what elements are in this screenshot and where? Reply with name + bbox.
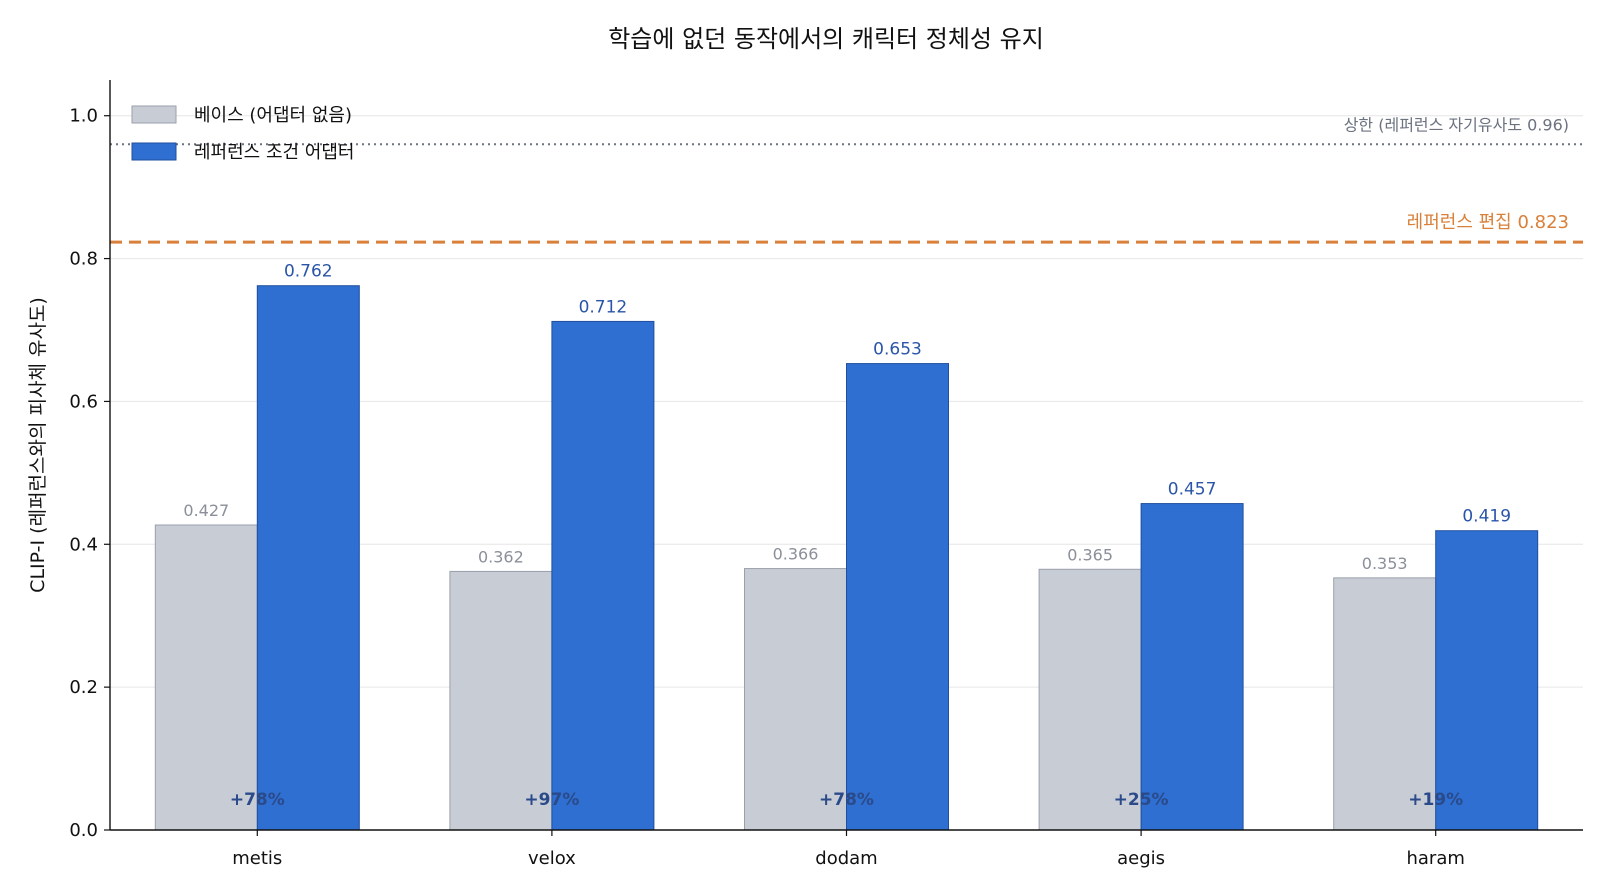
- legend: 베이스 (어댑터 없음) 레퍼런스 조건 어댑터: [131, 105, 354, 163]
- x-tick-label: velox: [528, 848, 576, 869]
- legend-label: 베이스 (어댑터 없음): [194, 105, 352, 126]
- value-label-base: 0.366: [773, 545, 819, 564]
- value-label-base: 0.353: [1362, 554, 1408, 573]
- bar-reference: [846, 363, 949, 831]
- axes: 0.0 0.2 0.4 0.6 0.8 1.0 metis velox dodam aegis ha…: [69, 80, 1583, 869]
- reference-line-label: 상한 (레퍼런스 자기유사도 0.96): [1344, 115, 1569, 134]
- reference-lines: 상한 (레퍼런스 자기유사도 0.96) 레퍼런스 편집 0.823: [110, 115, 1583, 244]
- y-tick-label: 0.8: [69, 249, 98, 270]
- value-label-base: 0.365: [1067, 545, 1113, 564]
- y-tick-label: 0.0: [69, 820, 98, 841]
- value-label-reference: 0.457: [1168, 480, 1217, 500]
- y-tick-label: 0.6: [69, 391, 98, 412]
- x-tick-label: dodam: [815, 848, 877, 869]
- bar-reference: [256, 285, 360, 831]
- value-label-base: 0.427: [183, 501, 229, 520]
- bar-reference: [1435, 530, 1539, 831]
- gain-label: +19%: [1408, 790, 1463, 810]
- bar-base: [154, 524, 258, 831]
- y-axis-label: CLIP-I (레퍼런스와의 피사체 유사도): [27, 297, 49, 593]
- bar-reference: [1140, 503, 1244, 831]
- bar-base: [449, 570, 553, 831]
- legend-label: 레퍼런스 조건 어댑터: [194, 142, 354, 163]
- reference-line-label: 레퍼런스 편집 0.823: [1407, 212, 1569, 233]
- x-tick-label: aegis: [1117, 848, 1165, 869]
- bar-reference: [551, 320, 655, 831]
- gain-label: +78%: [230, 790, 285, 810]
- legend-swatch: [131, 105, 177, 124]
- value-label-reference: 0.762: [284, 262, 333, 282]
- value-label-reference: 0.419: [1462, 507, 1511, 527]
- y-tick-label: 0.4: [69, 534, 98, 555]
- value-label-base: 0.362: [478, 547, 524, 566]
- y-tick-label: 0.2: [69, 677, 98, 698]
- value-label-reference: 0.653: [873, 340, 922, 360]
- gain-label: +97%: [524, 790, 579, 810]
- value-label-reference: 0.712: [579, 297, 628, 317]
- x-tick-label: haram: [1406, 848, 1464, 869]
- y-tick-label: 1.0: [69, 106, 98, 127]
- gain-label: +25%: [1114, 790, 1169, 810]
- legend-swatch: [131, 142, 177, 161]
- x-tick-label: metis: [232, 848, 282, 869]
- chart-title: 학습에 없던 동작에서의 캐릭터 정체성 유지: [608, 25, 1044, 53]
- bars: 0.427 0.762 +78% 0.362 0.712 +97% 0.366 0.653 +7…: [154, 262, 1539, 831]
- gain-label: +78%: [819, 790, 874, 810]
